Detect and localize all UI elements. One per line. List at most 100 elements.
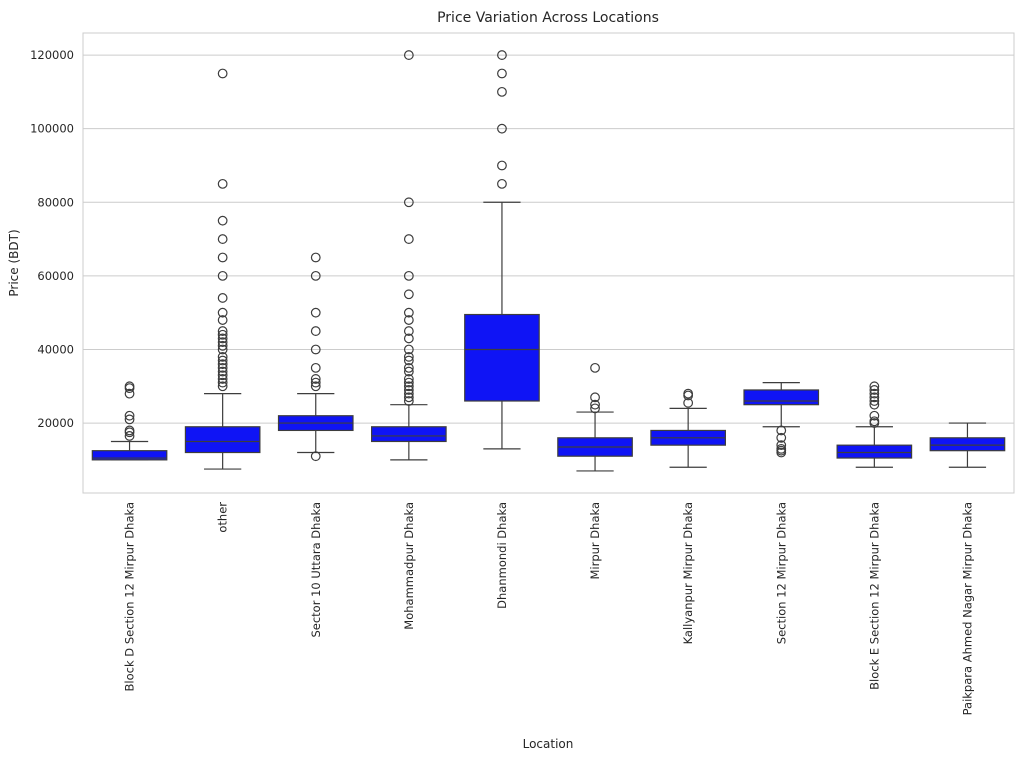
- outlier-point: [217, 329, 228, 340]
- outlier-point: [124, 425, 135, 436]
- outlier-point: [403, 374, 414, 384]
- x-tick-label: Block E Section 12 Mirpur Dhaka: [867, 502, 881, 690]
- outlier-point: [217, 315, 228, 325]
- outlier-point: [217, 370, 228, 381]
- outlier-point: [217, 377, 228, 388]
- outlier-point: [310, 362, 321, 373]
- outlier-point: [217, 178, 228, 189]
- outlier-point: [869, 388, 880, 399]
- outlier-point: [217, 337, 228, 348]
- outlier-point: [403, 377, 414, 388]
- outlier-point: [403, 392, 414, 403]
- x-axis-label: Location: [523, 737, 574, 751]
- boxes: [91, 50, 1006, 472]
- outlier-point: [403, 270, 414, 281]
- box-group: [743, 382, 820, 458]
- outlier-point: [869, 396, 880, 406]
- outlier-point: [217, 351, 228, 362]
- x-tick-label: Mirpur Dhaka: [588, 502, 602, 580]
- box-group: [929, 422, 1006, 468]
- outlier-point: [403, 289, 414, 300]
- box: [929, 437, 1006, 452]
- outlier-point: [217, 340, 228, 351]
- x-tick-label: Kallyanpur Mirpur Dhaka: [681, 502, 695, 644]
- outlier-point: [403, 385, 414, 395]
- outlier-point: [403, 315, 414, 325]
- outlier-point: [310, 374, 321, 384]
- outlier-point: [310, 377, 321, 388]
- y-axis-label: Price (BDT): [7, 229, 21, 296]
- y-tick-label: 40000: [37, 342, 74, 356]
- outlier-point: [124, 381, 135, 392]
- chart-title: Price Variation Across Locations: [437, 10, 659, 26]
- outlier-point: [590, 392, 600, 403]
- box-group: [184, 68, 261, 470]
- y-axis-ticks: 20000 40000 60000 80000 100000 120000: [30, 48, 74, 430]
- outlier-point: [124, 388, 135, 399]
- x-tick-label: Section 12 Mirpur Dhaka: [774, 502, 788, 644]
- outlier-point: [869, 381, 880, 392]
- plot-frame: [82, 32, 1015, 494]
- outlier-point: [403, 307, 414, 318]
- outlier-point: [590, 399, 600, 410]
- outlier-point: [217, 374, 228, 384]
- outlier-point: [869, 399, 880, 410]
- outlier-point: [403, 381, 414, 392]
- outlier-point: [403, 351, 414, 362]
- outlier-point: [403, 366, 414, 377]
- outlier-point: [776, 432, 787, 443]
- outlier-point: [310, 252, 321, 263]
- outlier-point: [310, 307, 321, 318]
- outlier-point: [217, 270, 228, 281]
- box: [371, 426, 447, 443]
- outlier-point: [124, 410, 135, 421]
- box-group: [464, 50, 540, 450]
- box-group: [277, 252, 354, 462]
- box-group: [557, 362, 633, 472]
- y-tick-label: 80000: [37, 195, 74, 209]
- outlier-point: [869, 416, 880, 427]
- box: [91, 450, 168, 461]
- x-axis-ticks: Block D Section 12 Mirpur Dhaka other Sect…: [123, 502, 975, 716]
- box-group: [650, 388, 726, 468]
- outlier-point: [217, 252, 228, 263]
- outlier-point: [403, 388, 414, 399]
- outlier-point: [217, 359, 228, 370]
- outlier-point: [497, 68, 507, 79]
- outlier-point: [217, 362, 228, 373]
- outlier-point: [310, 451, 321, 462]
- x-tick-label: Block D Section 12 Mirpur Dhaka: [123, 502, 137, 691]
- box: [464, 313, 540, 402]
- outlier-point: [776, 443, 787, 454]
- outlier-point: [310, 270, 321, 281]
- box-group: [836, 381, 913, 468]
- outlier-point: [590, 362, 600, 373]
- outlier-point: [776, 425, 787, 436]
- outlier-point: [683, 388, 694, 399]
- outlier-point: [497, 123, 507, 134]
- x-tick-label: Sector 10 Uttara Dhaka: [309, 502, 323, 638]
- outlier-point: [869, 392, 880, 403]
- outlier-point: [217, 333, 228, 344]
- outlier-point: [217, 381, 228, 392]
- y-tick-label: 100000: [30, 122, 74, 136]
- grid-lines: [83, 54, 1014, 424]
- outlier-point: [403, 234, 414, 244]
- outlier-point: [869, 385, 880, 395]
- outlier-point: [217, 307, 228, 318]
- box-group: [91, 381, 168, 461]
- outlier-point: [310, 381, 321, 392]
- outlier-point: [403, 333, 414, 344]
- outlier-point: [310, 326, 321, 336]
- outlier-point: [217, 344, 228, 355]
- outlier-point: [217, 234, 228, 244]
- outlier-point: [403, 326, 414, 336]
- outlier-point: [217, 293, 228, 303]
- box: [836, 444, 913, 459]
- outlier-point: [310, 344, 321, 355]
- outlier-point: [217, 366, 228, 377]
- outlier-point: [403, 344, 414, 355]
- outlier-point: [217, 355, 228, 366]
- x-tick-label: Mohammadpur Dhaka: [402, 502, 416, 630]
